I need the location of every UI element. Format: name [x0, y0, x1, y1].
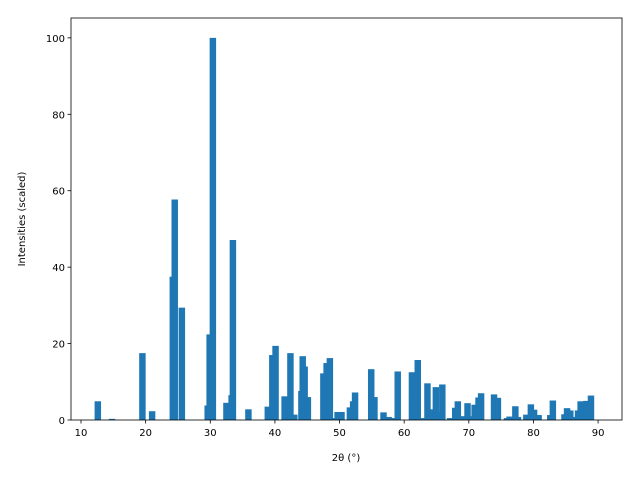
x-tick-label: 40 [269, 428, 282, 439]
bar [460, 416, 467, 420]
bar [326, 358, 334, 420]
bar [334, 411, 341, 420]
y-tick-label: 0 [59, 416, 65, 427]
bar [587, 395, 595, 420]
bar [549, 400, 557, 420]
bar [94, 401, 102, 420]
bar [420, 418, 427, 420]
bar [494, 397, 502, 420]
x-tick-label: 30 [204, 428, 217, 439]
x-tick-label: 10 [75, 428, 88, 439]
plot-frame [70, 17, 623, 421]
bar [467, 416, 474, 420]
bar [477, 393, 485, 420]
bar [414, 360, 421, 420]
bar [506, 416, 513, 420]
bar [330, 418, 337, 420]
bar [490, 394, 498, 420]
bar [148, 411, 156, 420]
bar [394, 371, 401, 420]
bar [287, 353, 294, 420]
x-tick-label: 20 [139, 428, 152, 439]
bar [272, 345, 279, 420]
bar [139, 353, 146, 420]
x-tick-label: 50 [333, 428, 346, 439]
x-axis-label: 2θ (°) [332, 453, 361, 464]
bar [351, 392, 359, 420]
bar [527, 404, 535, 420]
bar [514, 416, 522, 420]
bar [301, 366, 308, 420]
bar [523, 414, 530, 420]
bar [338, 411, 345, 420]
x-tick-label: 70 [462, 428, 475, 439]
bar [229, 240, 237, 420]
bar [264, 406, 272, 420]
y-tick-label: 20 [52, 340, 65, 351]
bar [426, 409, 434, 420]
bar [291, 414, 298, 420]
bar [471, 404, 478, 420]
bar [563, 408, 571, 420]
bar [171, 199, 178, 420]
bar [424, 383, 431, 420]
y-tick-label: 40 [52, 263, 65, 274]
bar [583, 400, 590, 420]
bar [408, 372, 416, 420]
bar [304, 397, 312, 420]
bar [223, 402, 230, 420]
bar [178, 307, 186, 420]
y-tick-label: 60 [52, 187, 65, 198]
bar [209, 37, 217, 420]
bar [464, 403, 471, 420]
bar [367, 369, 375, 420]
bar [567, 410, 574, 420]
bar [446, 418, 454, 420]
y-tick-label: 100 [46, 34, 65, 45]
bar [388, 418, 395, 420]
bar [432, 387, 440, 420]
bar [108, 418, 116, 420]
x-tick-label: 80 [527, 428, 540, 439]
y-axis-label: Intensities (scaled) [17, 171, 28, 266]
bar [454, 401, 462, 420]
bar [380, 412, 387, 420]
x-tick-label: 60 [398, 428, 411, 439]
bar [371, 397, 378, 420]
bar [281, 396, 288, 420]
bar [439, 384, 446, 420]
bar [512, 406, 519, 420]
bar [245, 409, 252, 420]
y-tick-label: 80 [52, 110, 65, 121]
bar [577, 401, 584, 420]
bar [530, 409, 538, 420]
x-tick-label: 90 [592, 428, 605, 439]
bar [435, 412, 442, 420]
bar [535, 415, 542, 420]
